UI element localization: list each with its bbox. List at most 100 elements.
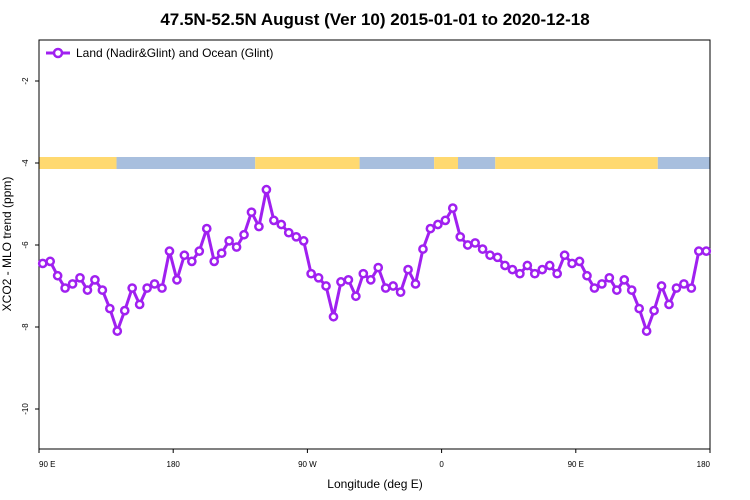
y-tick-label: -10: [21, 403, 30, 415]
data-point: [336, 277, 346, 287]
data-point: [559, 250, 570, 261]
data-point: [52, 270, 63, 281]
data-point: [455, 231, 466, 242]
y-axis-label: XCO2 - MLO trend (ppm): [0, 177, 14, 312]
data-point: [686, 283, 697, 293]
data-point: [194, 246, 205, 256]
x-axis: 90 E 180 90 W 0 90 E 180: [38, 449, 711, 469]
data-point: [567, 258, 577, 269]
data-point: [119, 305, 130, 316]
data-point: [388, 281, 398, 291]
data-point: [604, 272, 615, 283]
x-tick-label: 180: [167, 460, 181, 469]
data-point: [45, 256, 56, 267]
chart-title: 47.5N-52.5N August (Ver 10) 2015-01-01 t…: [160, 10, 589, 29]
data-point: [522, 260, 533, 271]
y-axis: -2 -4 -6 -8 -10: [21, 77, 39, 415]
data-point: [403, 264, 413, 275]
data-point: [172, 275, 182, 285]
y-tick-label: -4: [21, 159, 30, 167]
data-point: [179, 250, 190, 261]
surface-segment-ocean: [116, 157, 256, 169]
data-point: [67, 279, 78, 289]
plot-frame: [38, 39, 711, 450]
data-point: [544, 260, 555, 271]
data-point: [500, 260, 510, 271]
data-point: [619, 275, 630, 285]
data-point: [418, 244, 428, 254]
data-point: [433, 219, 443, 230]
x-axis-label: Longitude (deg E): [327, 477, 422, 491]
data-point: [626, 285, 637, 295]
data-point: [634, 303, 645, 314]
y-tick-label: -6: [21, 241, 30, 249]
data-point: [246, 207, 257, 218]
data-point: [209, 256, 220, 267]
surface-segment-ocean: [359, 157, 435, 169]
legend: Land (Nadir&Glint) and Ocean (Glint): [46, 46, 273, 60]
data-point: [291, 231, 302, 242]
data-point: [261, 184, 272, 195]
data-point: [485, 250, 495, 261]
data-point: [693, 246, 704, 256]
data-point: [641, 326, 652, 336]
data-point: [186, 256, 197, 267]
data-point: [365, 275, 376, 285]
data-point: [75, 272, 85, 283]
y-tick-label: -8: [21, 323, 30, 331]
data-point: [656, 281, 667, 291]
data-point: [529, 268, 540, 279]
series-layer: [37, 184, 712, 336]
data-point: [537, 264, 548, 275]
data-point: [492, 252, 503, 263]
data-point: [395, 287, 406, 297]
data-point: [470, 238, 480, 248]
surface-segment-land: [434, 157, 459, 169]
data-point: [425, 223, 436, 234]
data-point: [239, 229, 249, 240]
data-point: [157, 283, 167, 293]
surface-segment-land: [495, 157, 658, 169]
legend-label: Land (Nadir&Glint) and Ocean (Glint): [76, 46, 273, 60]
data-point: [283, 227, 294, 238]
data-point: [358, 268, 369, 279]
data-point: [231, 242, 242, 252]
data-point: [321, 281, 331, 291]
data-point: [97, 285, 108, 295]
data-point: [306, 268, 316, 279]
surface-segment-land: [39, 157, 117, 169]
data-point: [104, 303, 115, 314]
data-point: [134, 299, 145, 310]
data-point: [164, 246, 175, 256]
data-point: [201, 223, 212, 234]
data-point: [328, 311, 339, 322]
data-point: [298, 236, 309, 246]
data-point: [507, 264, 518, 275]
surface-segment-land: [255, 157, 360, 169]
data-point: [380, 283, 391, 293]
data-point: [112, 326, 123, 336]
data-point: [671, 283, 682, 293]
x-tick-label: 90 E: [568, 460, 584, 469]
data-point: [82, 285, 93, 295]
data-point: [477, 244, 488, 254]
data-point: [582, 270, 592, 281]
data-point: [447, 203, 458, 213]
data-point: [611, 285, 622, 295]
data-point: [701, 246, 712, 256]
data-point: [597, 279, 607, 289]
surface-type-bar: [39, 157, 710, 169]
x-tick-label: 0: [439, 460, 444, 469]
data-point: [60, 283, 70, 293]
data-point: [127, 283, 138, 293]
surface-segment-ocean: [458, 157, 496, 169]
y-tick-label: -2: [21, 77, 30, 85]
data-point: [574, 256, 585, 267]
legend-marker: [52, 47, 64, 59]
series-line: [42, 188, 707, 333]
data-point: [664, 299, 674, 310]
data-point: [351, 291, 361, 302]
data-point: [343, 275, 354, 285]
data-point: [90, 275, 100, 285]
